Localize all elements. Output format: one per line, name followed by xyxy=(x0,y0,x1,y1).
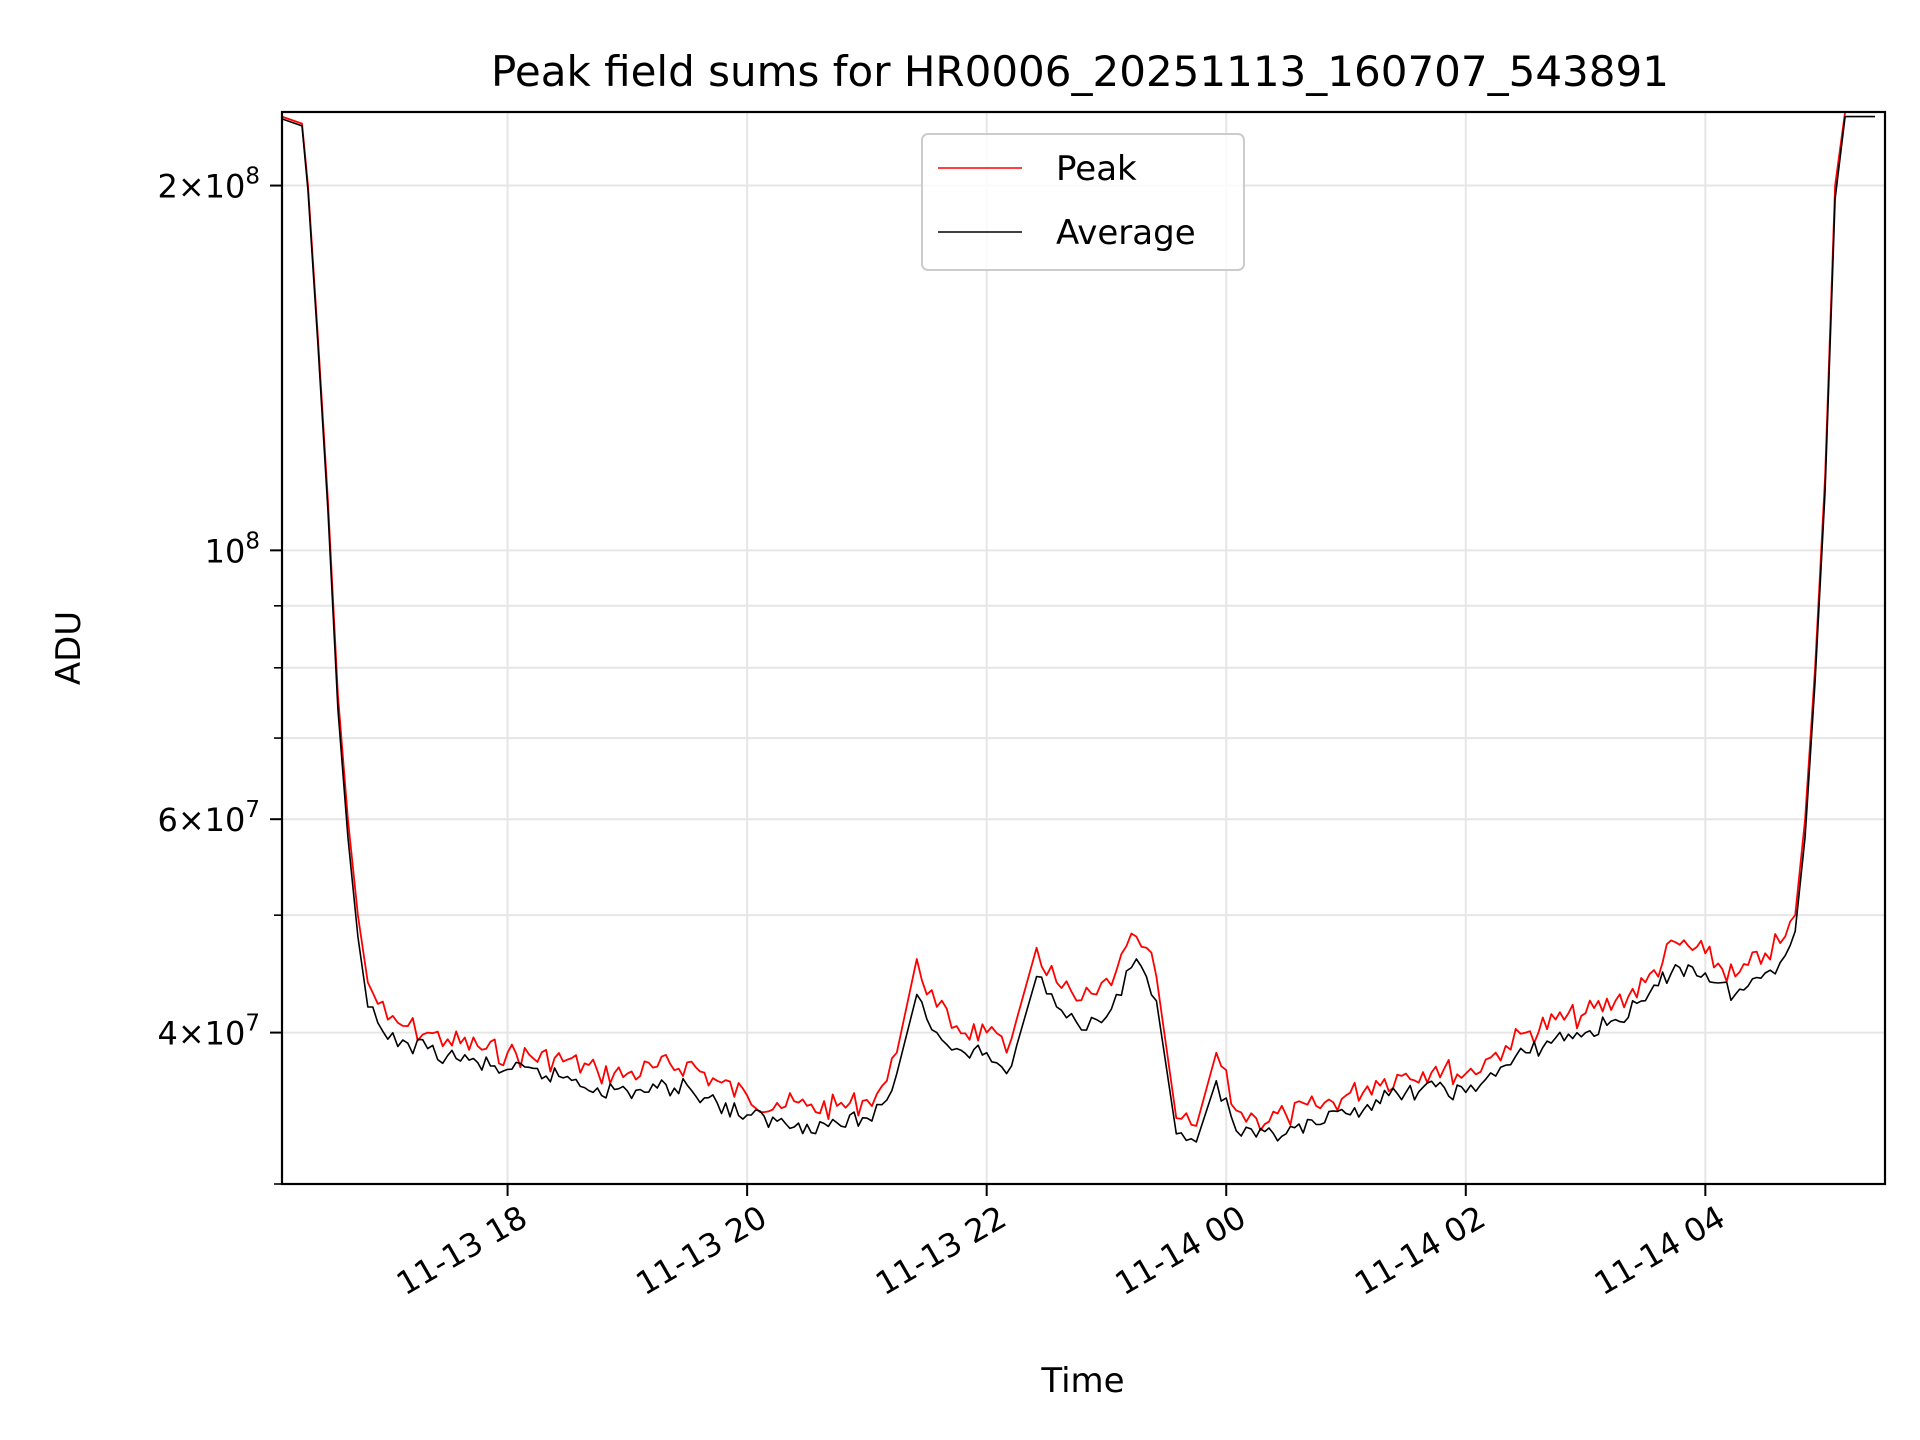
legend: Peak Average xyxy=(921,133,1245,271)
chart-title: Peak field sums for HR0006_20251113_1607… xyxy=(491,47,1669,96)
plot-frame xyxy=(280,110,1887,1186)
legend-label-average: Average xyxy=(1056,213,1196,253)
x-axis-label: Time xyxy=(1040,1361,1124,1401)
y-tick-label: 2×108 xyxy=(157,164,260,206)
gridlines xyxy=(282,112,1885,1185)
series-line-peak xyxy=(281,111,1875,1132)
y-tick-label: 6×107 xyxy=(157,797,260,839)
series-line-average xyxy=(281,115,1875,1143)
plot-series xyxy=(281,111,1875,1143)
y-axis-label: ADU xyxy=(49,611,89,685)
y-tick-label: 108 xyxy=(205,528,260,570)
y-tick-label: 4×107 xyxy=(157,1011,260,1053)
legend-label-peak: Peak xyxy=(1056,149,1137,189)
